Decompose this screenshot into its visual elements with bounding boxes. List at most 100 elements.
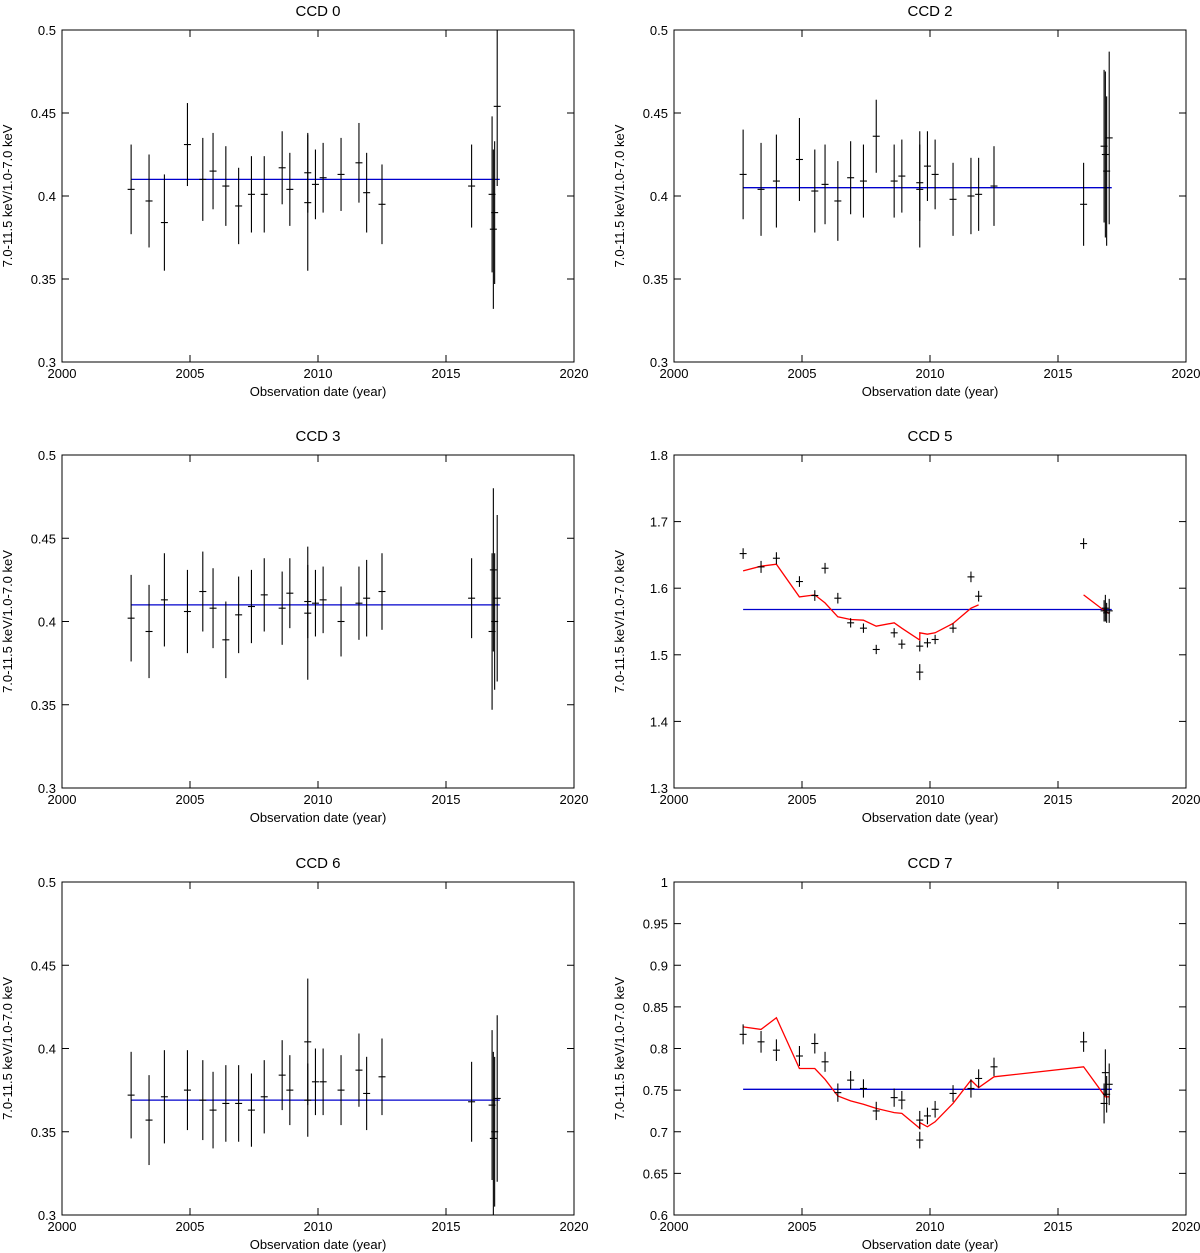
x-tick-label: 2000 [48, 366, 77, 381]
data-point [493, 1015, 501, 1182]
data-point [278, 131, 286, 205]
data-point [468, 144, 476, 228]
data-point [931, 634, 939, 645]
data-point [859, 623, 867, 633]
data-point [160, 553, 168, 647]
data-point [337, 586, 345, 657]
y-tick-label: 1.4 [650, 714, 668, 729]
data-point [757, 560, 765, 573]
data-point [1101, 1049, 1109, 1096]
x-tick-label: 2010 [304, 792, 333, 807]
data-point [811, 1033, 819, 1054]
chart-title: CCD 6 [295, 855, 340, 872]
data-point [260, 156, 268, 233]
data-point [898, 139, 906, 213]
data-point [489, 149, 497, 309]
y-tick-label: 0.75 [643, 1083, 668, 1098]
data-point [898, 1090, 906, 1110]
x-tick-label: 2015 [432, 366, 461, 381]
data-point [160, 174, 168, 271]
data-point [286, 152, 294, 226]
data-point [319, 566, 327, 634]
chart-panel-0: 2000 2005 2010 2015 2020 0.3 0.35 0.4 0.45 0.5 CCD… [0, 3, 588, 399]
data-point [311, 569, 319, 637]
data-point [1080, 162, 1088, 246]
data-point [235, 167, 243, 245]
data-point [834, 161, 842, 241]
data-point [872, 99, 880, 173]
y-tick-label: 1.7 [650, 515, 668, 530]
data-point [183, 1050, 191, 1131]
data-point [286, 558, 294, 629]
y-tick-label: 0.65 [643, 1166, 668, 1181]
x-axis-label: Observation date (year) [250, 384, 387, 399]
data-point [916, 1131, 924, 1149]
data-point [772, 1039, 780, 1061]
x-tick-label: 2005 [176, 366, 205, 381]
data-point [183, 103, 191, 187]
data-point [247, 569, 255, 644]
plot-data [127, 488, 501, 710]
data-point [145, 154, 153, 248]
data-point [355, 1033, 363, 1107]
data-point [1105, 598, 1113, 623]
data-point [468, 558, 476, 639]
data-point [795, 576, 803, 587]
x-tick-label: 2020 [560, 792, 589, 807]
data-point [363, 152, 371, 233]
data-point [209, 1071, 217, 1149]
data-point [286, 1055, 294, 1126]
data-point [1101, 71, 1109, 238]
data-point [199, 137, 207, 221]
data-point [378, 553, 386, 630]
x-tick-label: 2015 [1044, 366, 1073, 381]
chart-panel-3: 2000 2005 2010 2015 2020 1.3 1.4 1.5 1.6 1.7 1.8 CC… [612, 428, 1200, 825]
data-point [757, 142, 765, 236]
data-point [222, 601, 230, 679]
data-point [975, 1069, 983, 1088]
x-tick-label: 2005 [788, 792, 817, 807]
x-tick-label: 2020 [1172, 792, 1200, 807]
y-tick-label: 0.3 [38, 781, 56, 796]
x-axis-label: Observation date (year) [862, 1237, 999, 1252]
plot-data [739, 1016, 1113, 1149]
chart-title: CCD 5 [907, 428, 952, 445]
x-axis-label: Observation date (year) [862, 810, 999, 825]
y-tick-label: 1.5 [650, 648, 668, 663]
data-point [975, 590, 983, 602]
data-point [990, 1057, 998, 1076]
plot-data [127, 30, 501, 309]
data-point [127, 144, 135, 235]
model-curve-segment [743, 1016, 1110, 1130]
data-point [949, 1085, 957, 1102]
y-tick-label: 0.3 [650, 355, 668, 370]
data-point [337, 1055, 345, 1126]
data-point [260, 558, 268, 632]
data-point [247, 1073, 255, 1147]
y-axis-label: 7.0-11.5 keV/1.0-7.0 keV [0, 550, 15, 693]
data-point [967, 1079, 975, 1098]
y-tick-label: 0.5 [38, 875, 56, 890]
data-point [145, 584, 153, 679]
data-point [931, 1100, 939, 1118]
data-point [278, 571, 286, 645]
chart-panel-2: 2000 2005 2010 2015 2020 0.3 0.35 0.4 0.45 0.5 CCD… [0, 428, 588, 825]
data-point [847, 618, 855, 628]
y-tick-label: 0.45 [31, 106, 56, 121]
data-point [235, 1065, 243, 1142]
data-point [355, 566, 363, 640]
data-point [278, 1040, 286, 1111]
x-tick-label: 2010 [916, 1219, 945, 1234]
y-tick-label: 0.35 [31, 1125, 56, 1140]
data-point [378, 1038, 386, 1116]
x-tick-label: 2010 [916, 792, 945, 807]
data-point [337, 137, 345, 211]
y-tick-label: 1.8 [650, 448, 668, 463]
y-tick-label: 1 [661, 875, 668, 890]
data-point [967, 571, 975, 583]
x-tick-label: 2015 [1044, 792, 1073, 807]
y-tick-label: 0.4 [38, 189, 56, 204]
chart-title: CCD 0 [295, 3, 340, 20]
data-point [183, 569, 191, 654]
